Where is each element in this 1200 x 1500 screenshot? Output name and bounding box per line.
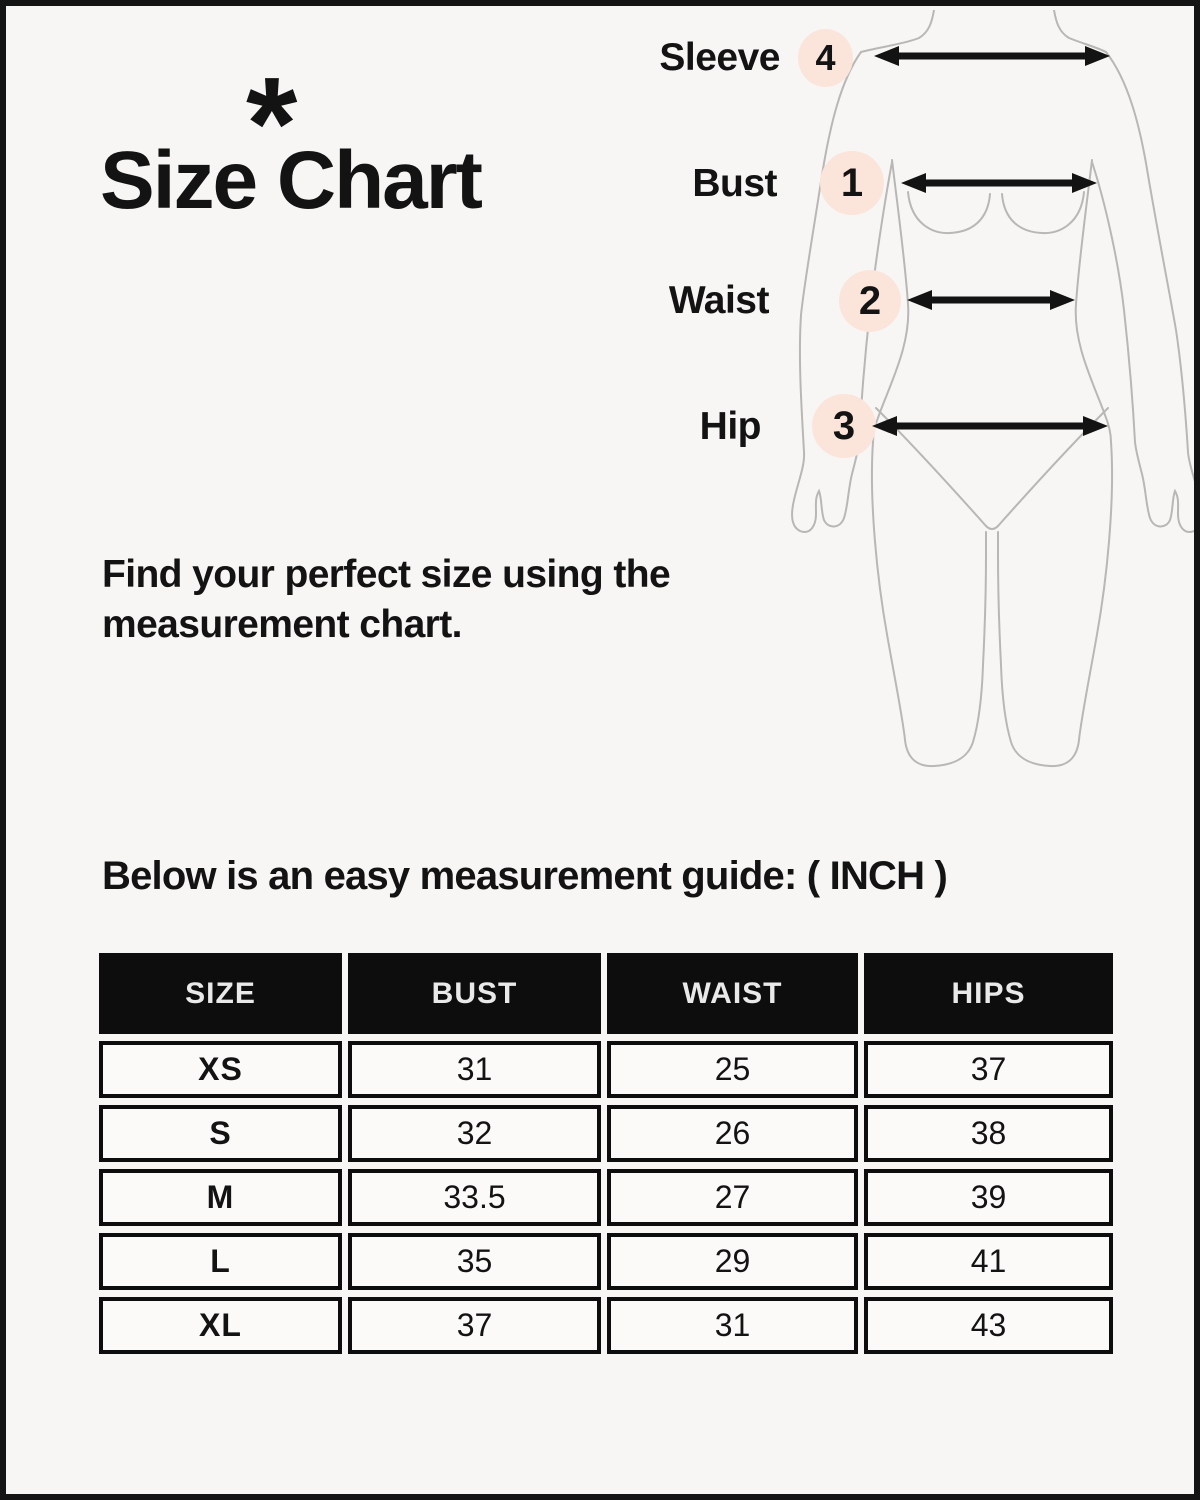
measure-number-hip: 3: [812, 394, 876, 458]
table-cell-size-xl: XL: [99, 1297, 342, 1354]
table-cell-hips-l: 41: [864, 1233, 1113, 1290]
table-header-bust: BUST: [348, 953, 601, 1034]
table-cell-bust-m: 33.5: [348, 1169, 601, 1226]
table-cell-waist-xs: 25: [607, 1041, 858, 1098]
table-cell-hips-xs: 37: [864, 1041, 1113, 1098]
table-header-hips: HIPS: [864, 953, 1113, 1034]
table-cell-size-l: L: [99, 1233, 342, 1290]
measure-number-bust: 1: [820, 151, 884, 215]
table-cell-hips-m: 39: [864, 1169, 1113, 1226]
measure-label-sleeve: Sleeve: [659, 36, 780, 79]
measure-number-bust-text: 1: [840, 160, 864, 205]
guide-heading: Below is an easy measurement guide: ( IN…: [102, 854, 948, 898]
sleeve-measure-arrow: [874, 46, 1110, 66]
table-cell-bust-s: 32: [348, 1105, 601, 1162]
table-cell-size-s: S: [99, 1105, 342, 1162]
body-outline-right-torso-leg: [997, 159, 1114, 768]
table-cell-size-xs: XS: [99, 1041, 342, 1098]
measure-number-waist-text: 2: [858, 278, 882, 323]
table-cell-waist-xl: 31: [607, 1297, 858, 1354]
table-cell-hips-xl: 43: [864, 1297, 1113, 1354]
body-outline-left-torso-leg: [870, 159, 987, 768]
measure-number-sleeve: 4: [798, 29, 853, 87]
size-table: SIZE BUST WAIST HIPS XS 31 25 37 S 32 26…: [99, 953, 1113, 1354]
bust-measure-arrow: [901, 173, 1097, 193]
table-cell-bust-l: 35: [348, 1233, 601, 1290]
intro-text: Find your perfect size using the measure…: [102, 550, 671, 650]
measure-label-waist: Waist: [668, 279, 770, 322]
intro-line-1: Find your perfect size using the: [102, 553, 671, 596]
table-cell-waist-m: 27: [607, 1169, 858, 1226]
body-outline-bikini-apex: [985, 525, 999, 530]
measure-number-waist: 2: [839, 270, 901, 332]
body-figure-illustration: [791, 10, 1194, 768]
intro-line-2: measurement chart.: [102, 602, 462, 646]
table-cell-bust-xs: 31: [348, 1041, 601, 1098]
table-cell-bust-xl: 37: [348, 1297, 601, 1354]
table-cell-waist-s: 26: [607, 1105, 858, 1162]
body-outline-bust-left-cup: [907, 191, 991, 235]
measure-number-hip-text: 3: [832, 403, 856, 448]
table-header-waist: WAIST: [607, 953, 858, 1034]
table-header-size: SIZE: [99, 953, 342, 1034]
body-outline-bust-right-cup: [1001, 191, 1085, 235]
table-cell-size-m: M: [99, 1169, 342, 1226]
measure-label-hip: Hip: [699, 405, 762, 448]
table-cell-waist-l: 29: [607, 1233, 858, 1290]
body-outline-right-arm: [1053, 10, 1194, 533]
page-title: Size Chart: [100, 135, 483, 226]
measure-label-bust: Bust: [692, 162, 777, 205]
hip-measure-arrow: [872, 416, 1108, 436]
asterisk-mark: *: [246, 50, 298, 197]
waist-measure-arrow: [907, 290, 1075, 310]
table-cell-hips-s: 38: [864, 1105, 1113, 1162]
measure-number-sleeve-text: 4: [815, 37, 836, 78]
